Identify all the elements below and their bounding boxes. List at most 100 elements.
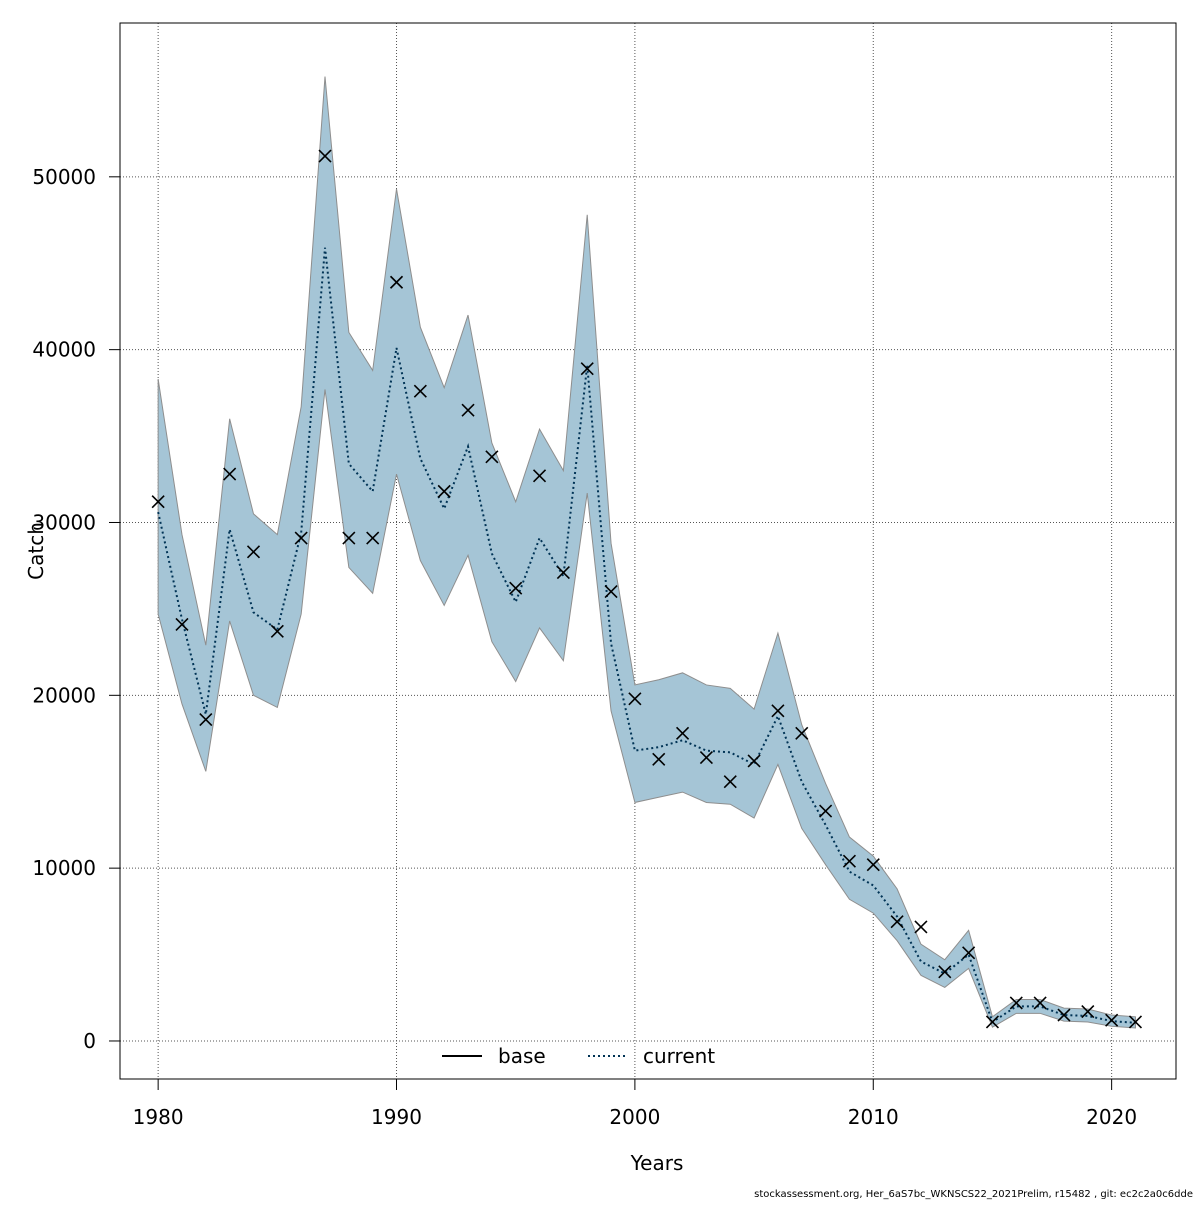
y-tick-label: 20000 xyxy=(32,683,96,707)
confidence-band xyxy=(157,76,1136,1029)
x-tick-label: 1980 xyxy=(133,1105,184,1129)
x-tick-label: 1990 xyxy=(371,1105,422,1129)
y-axis-title: Catch xyxy=(24,522,48,580)
marker-stroke xyxy=(723,775,737,789)
marker-stroke xyxy=(819,804,833,818)
observed-catch-marker xyxy=(699,750,713,765)
observed-catch-marker xyxy=(890,915,904,929)
x-tick-label: 2000 xyxy=(609,1105,660,1129)
marker-stroke xyxy=(604,585,618,599)
confidence-band-layer xyxy=(157,76,1136,1029)
marker-stroke xyxy=(437,484,451,498)
marker-stroke xyxy=(556,566,570,580)
observed-catch-marker xyxy=(723,775,737,789)
observed-catch-marker xyxy=(437,484,451,498)
axes: 1980 1990 2000 2010 2020 0 10000 20000 30000 4000… xyxy=(32,165,1137,1129)
observed-catch-marker xyxy=(270,624,284,638)
marker-stroke xyxy=(246,545,261,559)
x-axis-title: Years xyxy=(630,1151,684,1175)
observed-catch-marker xyxy=(1081,1005,1095,1019)
marker-stroke xyxy=(389,275,404,289)
observed-catch-marker xyxy=(938,965,952,979)
marker-stroke xyxy=(318,149,332,163)
observed-catch-marker xyxy=(842,854,856,868)
observed-catch-marker xyxy=(985,1015,1000,1029)
marker-stroke xyxy=(413,384,427,398)
observed-catch-marker xyxy=(342,531,356,545)
marker-stroke xyxy=(151,495,165,509)
marker-stroke xyxy=(842,854,856,868)
marker-stroke xyxy=(580,362,594,376)
observed-catch-marker xyxy=(199,712,213,727)
marker-stroke xyxy=(461,403,475,417)
marker-stroke xyxy=(675,726,690,740)
observed-catch-marker xyxy=(1128,1015,1143,1029)
observed-catch-marker xyxy=(747,754,761,768)
observed-catch-marker xyxy=(246,545,261,559)
marker-stroke xyxy=(795,726,809,740)
marker-stroke xyxy=(890,915,904,929)
marker-stroke xyxy=(199,712,213,727)
observed-catch-marker xyxy=(675,726,690,740)
observed-catch-markers xyxy=(151,149,1143,1029)
marker-stroke xyxy=(1057,1008,1071,1022)
observed-catch-marker xyxy=(771,704,785,718)
marker-stroke xyxy=(1033,996,1047,1010)
marker-stroke xyxy=(485,450,499,464)
observed-catch-marker xyxy=(1105,1013,1119,1027)
observed-catch-marker xyxy=(556,566,570,580)
y-tick-label: 50000 xyxy=(32,165,96,189)
observed-catch-marker xyxy=(294,531,308,545)
observed-catch-marker xyxy=(413,384,427,398)
marker-stroke xyxy=(628,692,642,706)
marker-stroke xyxy=(223,467,237,481)
observed-catch-marker xyxy=(389,275,404,289)
observed-catch-marker xyxy=(318,149,332,163)
marker-stroke xyxy=(962,946,976,960)
y-tick-label: 40000 xyxy=(32,338,96,362)
observed-catch-marker xyxy=(1057,1008,1071,1022)
observed-catch-marker xyxy=(151,495,165,509)
observed-catch-marker xyxy=(914,920,928,934)
marker-stroke xyxy=(1009,996,1023,1010)
y-tick-label: 0 xyxy=(83,1029,96,1053)
marker-stroke xyxy=(1081,1005,1095,1019)
marker-stroke xyxy=(342,531,356,545)
observed-catch-marker xyxy=(962,946,976,960)
y-tick-label: 30000 xyxy=(32,510,96,534)
observed-catch-marker xyxy=(866,858,880,872)
marker-stroke xyxy=(914,920,928,934)
observed-catch-marker xyxy=(819,804,833,818)
observed-catch-marker xyxy=(175,617,189,632)
observed-catch-marker xyxy=(580,362,594,376)
legend-base-label: base xyxy=(498,1044,546,1068)
x-tick-label: 2010 xyxy=(848,1105,899,1129)
marker-stroke xyxy=(652,752,666,766)
observed-catch-marker xyxy=(604,585,618,599)
series-line-layer xyxy=(157,247,1136,1024)
footer-credit: stockassessment.org, Her_6aS7bc_WKNSCS22… xyxy=(754,1189,1193,1200)
marker-stroke xyxy=(985,1015,1000,1029)
marker-stroke xyxy=(866,858,880,872)
observed-catch-marker xyxy=(628,692,642,706)
observed-catch-marker xyxy=(795,726,809,740)
legend: base current xyxy=(442,1044,715,1068)
observed-catch-marker xyxy=(1009,996,1023,1010)
marker-stroke xyxy=(771,704,785,718)
marker-stroke xyxy=(270,624,284,638)
marker-stroke xyxy=(699,750,713,765)
observed-catch-marker xyxy=(366,531,380,545)
y-tick-label: 10000 xyxy=(32,856,96,880)
observed-catch-marker xyxy=(223,467,237,481)
observed-catch-marker xyxy=(461,403,475,417)
marker-stroke xyxy=(1105,1013,1119,1027)
marker-stroke xyxy=(175,617,189,632)
series-line-current xyxy=(157,247,1136,1024)
observed-catch-marker xyxy=(509,581,523,595)
marker-stroke xyxy=(1128,1015,1143,1029)
marker-stroke xyxy=(747,754,761,768)
marker-stroke xyxy=(509,581,523,595)
observed-catch-marker xyxy=(532,469,547,483)
